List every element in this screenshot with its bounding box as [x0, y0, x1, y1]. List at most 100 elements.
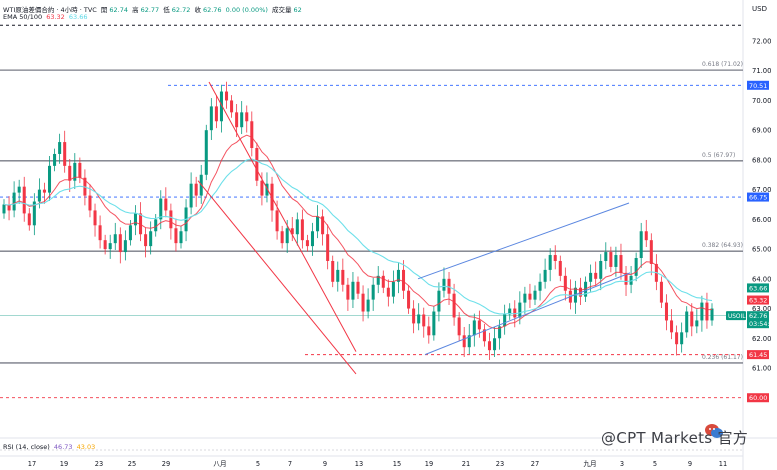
candle-body	[447, 278, 451, 294]
candle-body	[179, 231, 183, 244]
x-tick-label: 23	[496, 460, 504, 468]
symbol-badge-text: USOIL	[728, 314, 746, 320]
y-tick-label: 61.00	[752, 365, 771, 373]
candle-body	[664, 302, 669, 321]
y-tick-label: 66.00	[752, 216, 771, 224]
candle-body	[310, 231, 315, 247]
x-tick-label: 九月	[583, 459, 596, 468]
candle-body	[37, 189, 41, 202]
x-tick-label: 19	[425, 460, 433, 468]
y-tick-label: 69.00	[752, 127, 771, 135]
candle-body	[690, 311, 694, 327]
candle-body	[336, 269, 340, 282]
candle-body	[42, 189, 46, 193]
price-axis-badge-text: 61.45	[749, 351, 767, 359]
change-value: 0.00 (0.00%)	[225, 6, 268, 14]
price-axis-badge	[747, 319, 769, 329]
ema50-line	[3, 134, 713, 330]
candle-body	[629, 275, 633, 285]
candle-body	[422, 314, 426, 327]
candle-body	[32, 201, 36, 226]
y-tick-label: 72.00	[752, 38, 771, 46]
y-tick-label: 63.00	[752, 305, 771, 313]
y-tick-label: 70.00	[752, 97, 771, 105]
y-tick-label: 62.00	[752, 335, 771, 343]
candle-body	[174, 228, 178, 244]
candles-group	[2, 81, 714, 360]
candle-body	[386, 287, 390, 297]
open-value: 62.74	[109, 6, 128, 14]
candle-body	[675, 332, 679, 345]
candle-body	[685, 311, 689, 333]
candle-body	[508, 308, 512, 315]
price-axis-badge-text: 63.66	[749, 284, 767, 292]
candle-body	[553, 255, 557, 261]
candle-body	[513, 308, 517, 318]
candle-body	[275, 210, 279, 232]
candle-body	[17, 186, 21, 193]
high-value: 62.77	[140, 6, 160, 14]
y-tick-label: 64.00	[752, 275, 771, 283]
candle-body	[432, 311, 436, 336]
candle-body	[346, 284, 350, 300]
fib-level-label: 0.618 (71.02)	[702, 61, 743, 68]
candle-body	[482, 329, 486, 342]
red-channel-lower	[197, 180, 357, 375]
currency-label: USD	[752, 5, 767, 13]
x-tick-label: 9	[323, 460, 327, 468]
candle-body	[351, 281, 355, 300]
candle-body	[462, 335, 466, 348]
candle-body	[376, 275, 380, 285]
ema100-line	[3, 158, 713, 315]
candle-body	[265, 183, 269, 196]
candle-body	[493, 338, 497, 351]
candle-body	[12, 192, 16, 211]
candle-body	[407, 290, 411, 309]
red-channel-upper	[208, 81, 357, 352]
watermark-text: @CPT Markets 官方	[601, 429, 749, 447]
x-tick-label: 7	[288, 460, 292, 468]
price-axis-badge	[747, 80, 769, 90]
candle-body	[361, 293, 365, 312]
candle-body	[624, 272, 628, 285]
rsi-value-b: 43.03	[76, 443, 96, 451]
candle-body	[543, 269, 547, 282]
candle-body	[558, 260, 562, 276]
candle-body	[295, 219, 299, 235]
candle-body	[503, 314, 507, 327]
candle-body	[88, 195, 92, 211]
candle-body	[548, 255, 552, 270]
candle-body	[528, 293, 532, 300]
high-label: 高	[132, 6, 139, 14]
candle-body	[644, 231, 648, 241]
candle-body	[518, 302, 522, 318]
candle-body	[710, 308, 714, 321]
candle-body	[472, 320, 476, 336]
candle-body	[401, 269, 406, 291]
candle-body	[47, 165, 52, 193]
candle-body	[73, 162, 77, 181]
candle-body	[695, 320, 699, 327]
price-axis-badge	[747, 393, 769, 403]
symbol-title: WTI原油差價合約 · 4小時 · TVC	[3, 6, 97, 14]
candle-body	[680, 332, 684, 345]
symbol-legend: WTI原油差價合約 · 4小時 · TVC 開 62.74 高 62.77 低 62.…	[3, 4, 304, 14]
candle-body	[78, 162, 82, 178]
x-tick-label: 23	[95, 460, 103, 468]
candle-body	[2, 204, 6, 214]
candle-body	[634, 258, 638, 276]
candle-body	[98, 225, 102, 241]
candle-body	[240, 112, 244, 128]
candle-body	[467, 335, 471, 348]
candle-body	[427, 326, 431, 336]
ema50-value: 63.32	[46, 13, 65, 21]
candle-body	[255, 148, 259, 181]
price-axis-badge	[747, 311, 769, 321]
x-tick-label: 19	[60, 460, 68, 468]
candle-body	[93, 210, 97, 226]
wechat-icon	[705, 424, 723, 438]
price-axis-badge-text: 63.32	[749, 297, 767, 305]
blue-channel-lower	[424, 272, 631, 356]
